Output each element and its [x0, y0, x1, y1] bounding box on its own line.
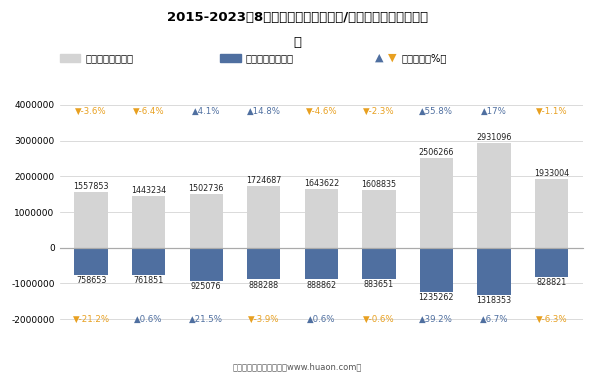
Bar: [362, 248, 396, 279]
Text: 1235262: 1235262: [419, 293, 454, 302]
Text: ▲17%: ▲17%: [481, 107, 507, 116]
Text: 758653: 758653: [76, 276, 107, 285]
Bar: [247, 186, 280, 248]
Bar: [247, 248, 280, 279]
Text: 828821: 828821: [536, 278, 566, 287]
Text: 计: 计: [293, 36, 302, 49]
Text: 同比增长（%）: 同比增长（%）: [401, 53, 446, 63]
Bar: [74, 192, 108, 248]
Text: ▲14.8%: ▲14.8%: [247, 107, 281, 116]
Text: ▼-2.3%: ▼-2.3%: [363, 107, 394, 116]
Text: 1557853: 1557853: [73, 182, 109, 191]
Bar: [132, 196, 165, 248]
Bar: [305, 248, 338, 279]
Text: ▲55.8%: ▲55.8%: [419, 107, 453, 116]
Bar: [419, 158, 453, 248]
Bar: [477, 143, 511, 248]
Text: ▼-6.3%: ▼-6.3%: [536, 315, 567, 324]
Text: ▼-6.4%: ▼-6.4%: [133, 107, 164, 116]
Text: ▼-0.6%: ▼-0.6%: [363, 315, 394, 324]
Bar: [535, 248, 568, 278]
Bar: [190, 194, 223, 248]
Bar: [132, 248, 165, 275]
Text: ▲6.7%: ▲6.7%: [480, 315, 508, 324]
Text: ▲39.2%: ▲39.2%: [419, 315, 453, 324]
Text: 1443234: 1443234: [131, 186, 166, 195]
Text: ▼-3.9%: ▼-3.9%: [248, 315, 280, 324]
Text: ▲0.6%: ▲0.6%: [134, 315, 163, 324]
Text: 出口额（万美元）: 出口额（万美元）: [85, 53, 133, 63]
Text: 2506266: 2506266: [419, 148, 454, 157]
Text: 2931096: 2931096: [476, 133, 512, 142]
Text: ▲0.6%: ▲0.6%: [307, 315, 336, 324]
Text: 761851: 761851: [133, 276, 164, 285]
Text: 1724687: 1724687: [246, 176, 281, 185]
Bar: [535, 179, 568, 248]
Bar: [305, 189, 338, 248]
Text: 888862: 888862: [306, 280, 336, 290]
Text: 888288: 888288: [249, 280, 279, 290]
Text: 1502736: 1502736: [189, 184, 224, 193]
Bar: [362, 190, 396, 248]
Text: 2015-2023年8月福州市（境内目的地/货源地）进、出口额统: 2015-2023年8月福州市（境内目的地/货源地）进、出口额统: [167, 11, 428, 24]
Bar: [477, 248, 511, 295]
Text: ▼-4.6%: ▼-4.6%: [305, 107, 337, 116]
Text: 1643622: 1643622: [303, 179, 339, 188]
Bar: [419, 248, 453, 292]
Text: ▲21.5%: ▲21.5%: [189, 315, 223, 324]
Text: ▼-1.1%: ▼-1.1%: [536, 107, 567, 116]
Bar: [190, 248, 223, 281]
Text: 1608835: 1608835: [361, 180, 396, 189]
Text: 925076: 925076: [191, 282, 221, 291]
Text: ▼-3.6%: ▼-3.6%: [76, 107, 107, 116]
Text: ▼-21.2%: ▼-21.2%: [73, 315, 109, 324]
Text: ▼: ▼: [388, 53, 396, 63]
Text: ▲4.1%: ▲4.1%: [192, 107, 221, 116]
Text: 制图：华经产业研究院（www.huaon.com）: 制图：华经产业研究院（www.huaon.com）: [233, 362, 362, 371]
Text: 进口额（万美元）: 进口额（万美元）: [246, 53, 294, 63]
Text: 883651: 883651: [364, 280, 394, 290]
Text: 1933004: 1933004: [534, 169, 569, 178]
Text: 1318353: 1318353: [477, 296, 512, 305]
Bar: [74, 248, 108, 275]
Text: ▲: ▲: [375, 53, 383, 63]
